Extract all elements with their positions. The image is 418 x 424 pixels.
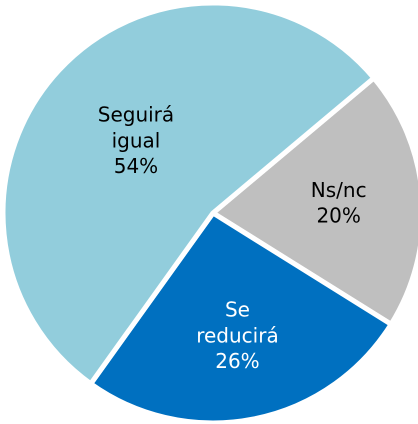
value-label: 26%: [215, 349, 259, 373]
pie-slice: [0, 0, 377, 387]
value-label: 54%: [114, 154, 158, 178]
pie-slice: [210, 75, 418, 327]
value-label: 20%: [316, 204, 360, 228]
pie-slice: [88, 210, 394, 424]
slice-label: Ns/nc: [311, 178, 367, 202]
slice-label: Se reducirá: [196, 297, 279, 347]
slice-label: Seguirá igual: [98, 102, 174, 152]
